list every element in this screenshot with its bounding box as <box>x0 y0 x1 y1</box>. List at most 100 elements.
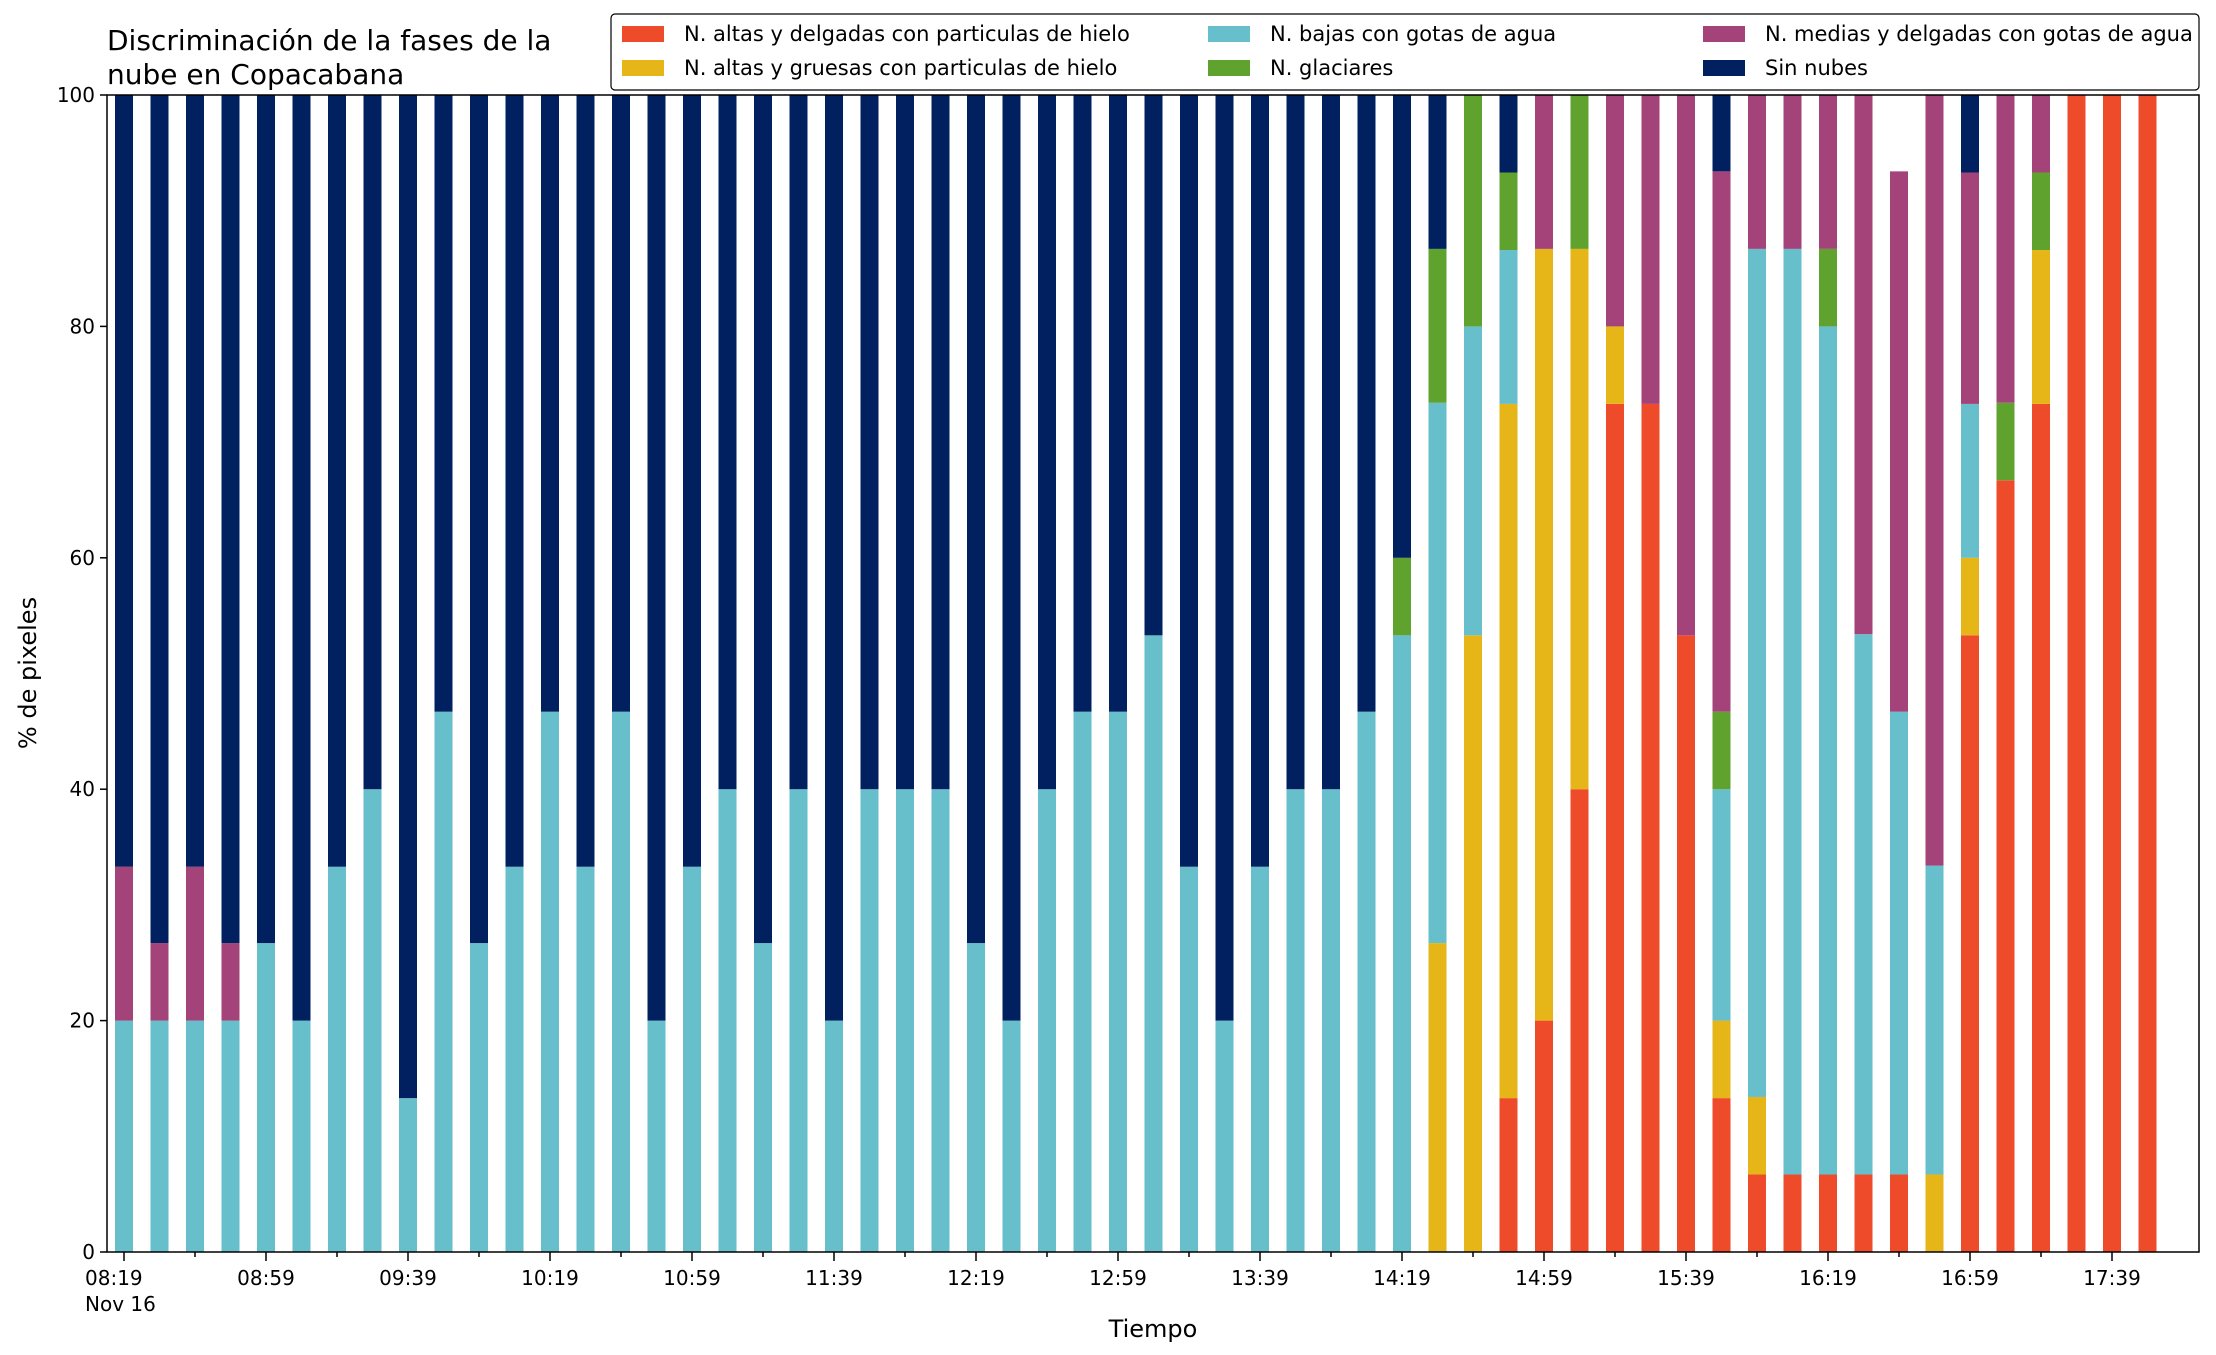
bar-segment-40-series-1 <box>1535 248 1553 1021</box>
legend-swatch-0 <box>622 26 664 42</box>
bar-segment-34-series-2 <box>1322 789 1340 1252</box>
bar-segment-27-series-2 <box>1073 711 1092 1252</box>
bar-segment-6-series-2 <box>328 866 346 1252</box>
chart-title-line-1: Discriminación de la fases de la <box>107 24 551 57</box>
bar-segment-45-series-0 <box>1712 1098 1731 1252</box>
bar-segment-30-series-5 <box>1180 95 1198 867</box>
bar-segment-30-series-2 <box>1180 866 1198 1252</box>
bar-segment-6-series-5 <box>328 95 346 867</box>
x-tick-label: 08:59 <box>237 1266 295 1290</box>
legend-swatch-1 <box>622 60 664 76</box>
bar-segment-32-series-5 <box>1251 95 1269 867</box>
bar-segment-45-series-4 <box>1712 171 1731 712</box>
x-tick-label: 09:39 <box>379 1266 437 1290</box>
legend-label-5: Sin nubes <box>1765 56 1868 80</box>
bar-segment-19-series-2 <box>789 789 808 1252</box>
bar-segment-39-series-1 <box>1499 403 1518 1099</box>
bar-segment-39-series-0 <box>1499 1098 1518 1252</box>
bar-segment-27-series-5 <box>1073 95 1092 712</box>
y-tick-label: 100 <box>57 83 95 107</box>
bar-segment-41-series-0 <box>1570 789 1589 1252</box>
bar-segment-52-series-2 <box>1961 403 1979 558</box>
bar-segment-35-series-5 <box>1357 95 1376 712</box>
bar-segment-53-series-3 <box>1996 402 2015 481</box>
bar-segment-37-series-3 <box>1428 248 1447 403</box>
bar-segment-35-series-2 <box>1357 711 1376 1252</box>
y-tick-label: 0 <box>82 1240 95 1264</box>
bar-segment-52-series-5 <box>1961 95 1979 173</box>
bar-segment-36-series-5 <box>1393 95 1411 558</box>
bar-segment-48-series-3 <box>1819 248 1837 327</box>
bar-segment-47-series-0 <box>1783 1174 1802 1252</box>
bar-segment-44-series-4 <box>1677 95 1695 636</box>
x-tick-label: 10:59 <box>663 1266 721 1290</box>
x-tick-sublabel: Nov 16 <box>85 1292 156 1316</box>
bar-segment-45-series-3 <box>1712 711 1731 790</box>
bar-segment-40-series-0 <box>1535 1020 1553 1252</box>
bar-segment-51-series-2 <box>1925 865 1944 1175</box>
bar-segment-51-series-4 <box>1925 95 1944 866</box>
bar-segment-17-series-2 <box>718 789 737 1252</box>
bar-segment-46-series-0 <box>1748 1174 1766 1252</box>
bar-segment-56-series-0 <box>2103 95 2121 1252</box>
y-tick-label: 40 <box>70 777 95 801</box>
bar-segment-8-series-2 <box>399 1098 417 1252</box>
legend-swatch-4 <box>1703 26 1745 42</box>
y-axis-label: % de pixeles <box>14 597 42 749</box>
x-tick-label: 14:19 <box>1373 1266 1431 1290</box>
bar-segment-34-series-5 <box>1322 95 1340 790</box>
bar-segment-29-series-5 <box>1144 95 1163 636</box>
bar-segment-7-series-5 <box>363 95 382 790</box>
bar-segment-49-series-4 <box>1854 95 1873 635</box>
legend-label-2: N. bajas con gotas de agua <box>1270 22 1556 46</box>
x-tick-label: 16:59 <box>1941 1266 1999 1290</box>
bar-segment-53-series-0 <box>1996 480 2015 1252</box>
bar-segment-36-series-3 <box>1393 557 1411 636</box>
bar-segment-40-series-4 <box>1535 95 1553 249</box>
bar-segment-20-series-5 <box>825 95 843 1021</box>
bar-segment-46-series-1 <box>1748 1096 1766 1175</box>
legend-label-0: N. altas y delgadas con particulas de hi… <box>684 22 1130 46</box>
bar-segment-48-series-4 <box>1819 95 1837 249</box>
bar-segment-54-series-0 <box>2032 403 2050 1252</box>
bar-segment-32-series-2 <box>1251 866 1269 1252</box>
bar-segment-22-series-5 <box>896 95 914 790</box>
bar-segment-39-series-2 <box>1499 250 1518 404</box>
bar-segment-39-series-5 <box>1499 95 1518 173</box>
bar-segment-28-series-2 <box>1109 711 1127 1252</box>
bar-segment-8-series-5 <box>399 95 417 1099</box>
bar-segment-21-series-5 <box>860 95 879 790</box>
bar-segment-37-series-5 <box>1428 95 1447 249</box>
y-tick-label: 60 <box>70 546 95 570</box>
bar-segment-47-series-2 <box>1783 248 1802 1175</box>
bar-segment-1-series-5 <box>150 95 169 944</box>
bar-segment-48-series-0 <box>1819 1174 1837 1252</box>
bar-segment-1-series-4 <box>150 943 169 1021</box>
y-tick-label: 20 <box>70 1009 95 1033</box>
bar-segment-41-series-3 <box>1570 95 1589 249</box>
bar-segment-54-series-4 <box>2032 95 2050 173</box>
bar-segment-50-series-4 <box>1890 171 1908 712</box>
bar-segment-39-series-3 <box>1499 172 1518 251</box>
bar-segment-21-series-2 <box>860 789 879 1252</box>
bar-segment-7-series-2 <box>363 789 382 1252</box>
bar-segment-0-series-5 <box>115 95 133 867</box>
bar-segment-38-series-2 <box>1464 326 1482 636</box>
bar-segment-11-series-5 <box>505 95 524 867</box>
bar-segment-0-series-2 <box>115 1020 133 1252</box>
bar-segment-22-series-2 <box>896 789 914 1252</box>
bar-segment-16-series-2 <box>683 866 701 1252</box>
bar-segment-38-series-1 <box>1464 635 1482 1252</box>
bar-segment-46-series-4 <box>1748 95 1766 249</box>
bar-segment-18-series-2 <box>754 943 772 1252</box>
y-axis: 0 20 40 60 80 100 <box>57 83 107 1264</box>
x-tick-label: 17:39 <box>2083 1266 2141 1290</box>
bar-segment-19-series-5 <box>789 95 808 790</box>
bar-segment-26-series-5 <box>1038 95 1056 790</box>
bar-segment-38-series-3 <box>1464 95 1482 327</box>
bar-segment-23-series-5 <box>931 95 950 790</box>
legend-swatch-2 <box>1208 26 1250 42</box>
x-tick-label: 15:39 <box>1657 1266 1715 1290</box>
bar-segment-55-series-0 <box>2067 95 2086 1252</box>
bar-segment-42-series-4 <box>1606 95 1624 327</box>
